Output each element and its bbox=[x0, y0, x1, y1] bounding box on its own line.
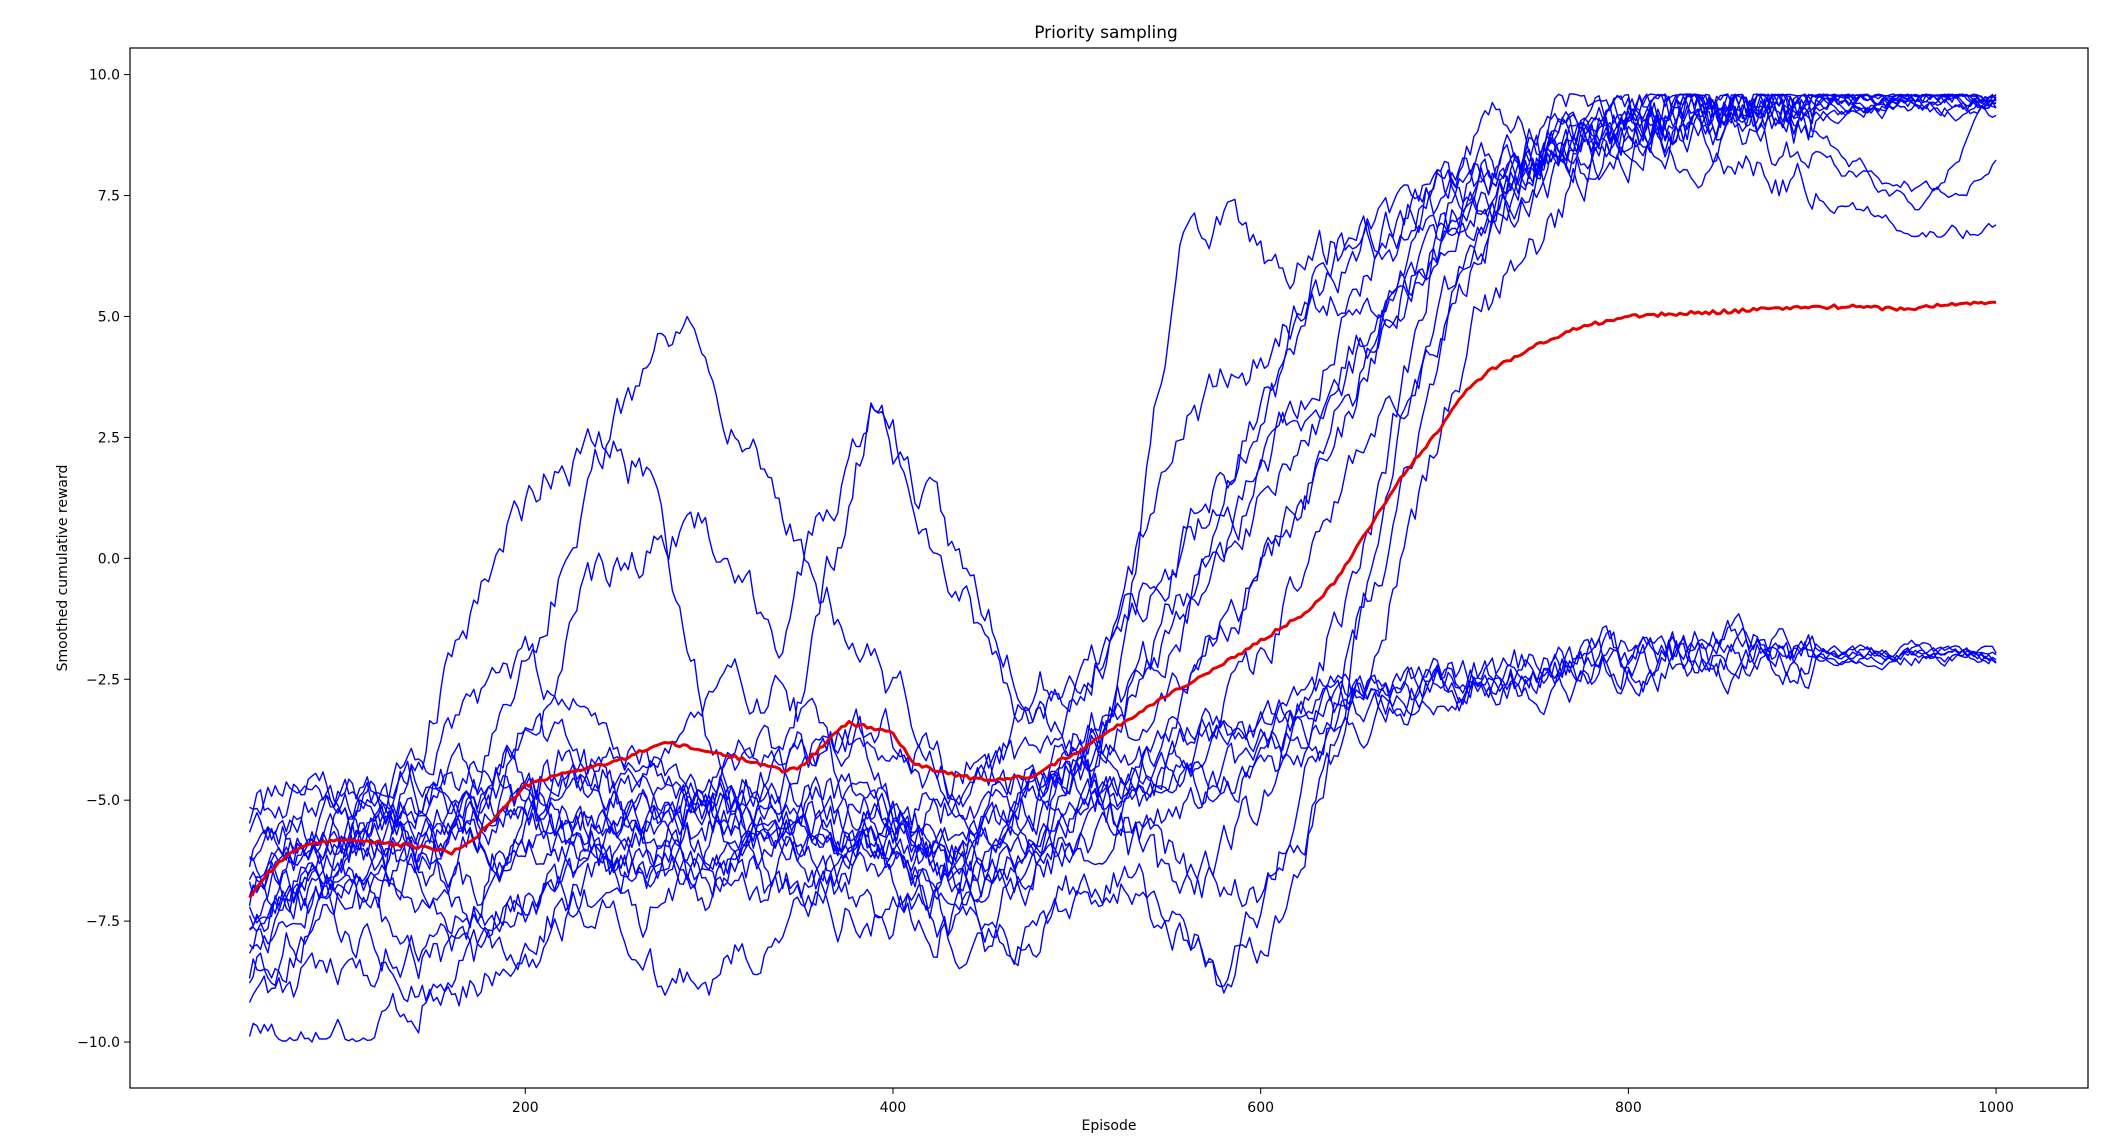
series-line-run-17 bbox=[248, 93, 1997, 988]
x-tick-label: 600 bbox=[1247, 1100, 1274, 1116]
chart-title: Priority sampling bbox=[1034, 23, 1178, 43]
series-layer bbox=[248, 93, 1997, 1043]
x-tick-label: 400 bbox=[880, 1100, 907, 1116]
x-tick-label: 800 bbox=[1615, 1100, 1642, 1116]
series-line-run-6 bbox=[248, 628, 1997, 872]
y-tick-label: −2.5 bbox=[86, 672, 120, 688]
y-axis-label: Smoothed cumulative reward bbox=[55, 465, 71, 672]
y-tick-label: 10.0 bbox=[89, 68, 120, 84]
plot-frame bbox=[129, 47, 2089, 1089]
series-line-run-13 bbox=[249, 93, 1997, 929]
series-line-run-11 bbox=[248, 93, 1997, 958]
y-tick-label: 2.5 bbox=[98, 430, 120, 446]
series-line-run-19 bbox=[248, 94, 1997, 893]
mean-layer bbox=[248, 300, 1997, 899]
y-tick-label: 7.5 bbox=[98, 189, 120, 205]
mean-line bbox=[248, 300, 1997, 899]
y-tick-label: −5.0 bbox=[86, 793, 120, 809]
series-line-run-3 bbox=[249, 619, 1997, 933]
series-line-run-9 bbox=[248, 93, 1997, 896]
x-tick-label: 1000 bbox=[1978, 1100, 2014, 1116]
y-tick-label: 0.0 bbox=[98, 551, 120, 567]
y-axis: −10.0 −7.5 −5.0 −2.5 0.0 2.5 5.0 7.5 10.0 bbox=[77, 68, 130, 1051]
x-axis-label: Episode bbox=[1082, 1118, 1137, 1134]
y-tick-label: −10.0 bbox=[77, 1035, 120, 1051]
series-line-run-10 bbox=[248, 93, 1997, 927]
y-tick-label: −7.5 bbox=[86, 914, 120, 930]
series-line-run-15 bbox=[248, 93, 1997, 984]
x-tick-label: 200 bbox=[512, 1100, 539, 1116]
series-line-run-20 bbox=[248, 93, 1997, 915]
series-line-run-5 bbox=[248, 635, 1997, 884]
y-tick-label: 5.0 bbox=[98, 309, 120, 325]
series-line-run-16 bbox=[248, 93, 1997, 1007]
x-axis: 200 400 600 800 1000 bbox=[512, 1088, 2014, 1116]
series-line-run-18 bbox=[248, 93, 1997, 866]
